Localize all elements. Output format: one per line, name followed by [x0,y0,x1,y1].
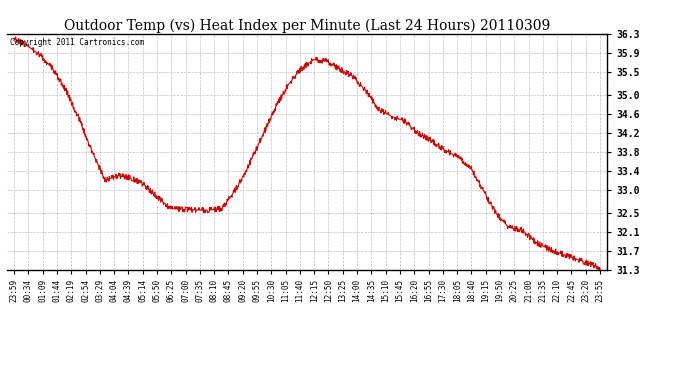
Text: Copyright 2011 Cartronics.com: Copyright 2011 Cartronics.com [10,39,144,48]
Title: Outdoor Temp (vs) Heat Index per Minute (Last 24 Hours) 20110309: Outdoor Temp (vs) Heat Index per Minute … [64,18,550,33]
